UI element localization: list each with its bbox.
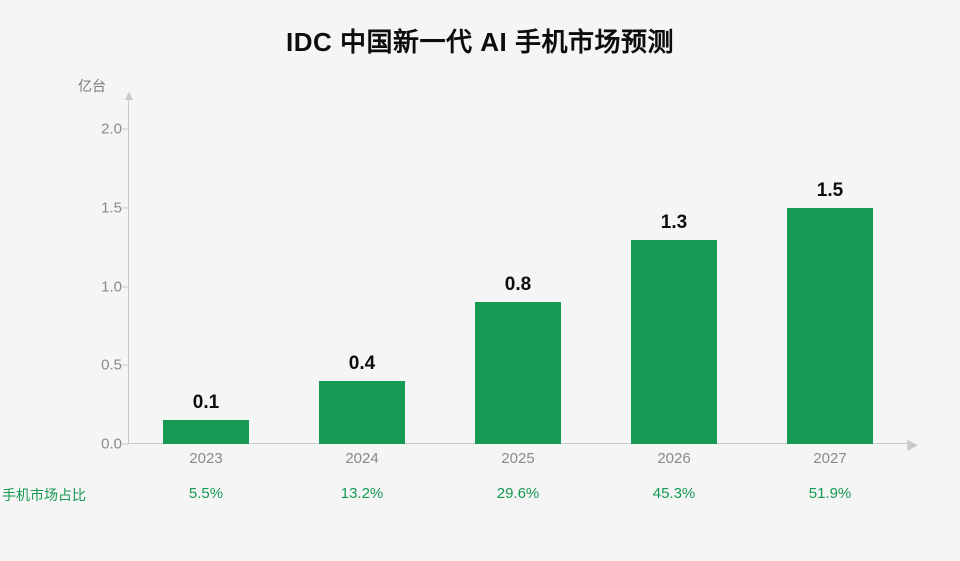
- y-tick-label: 0.5: [84, 357, 122, 374]
- chart-container: 亿台 ▲ ▶ 0.00.51.01.52.00.10.40.81.31.5 手机…: [72, 78, 922, 518]
- bar: 0.1: [163, 420, 249, 444]
- market-share-value: 45.3%: [653, 485, 696, 502]
- market-share-value: 51.9%: [809, 485, 852, 502]
- bar: 0.4: [319, 381, 405, 444]
- y-axis-line: [128, 98, 129, 444]
- plot-area: ▲ ▶ 0.00.51.01.52.00.10.40.81.31.5: [128, 98, 908, 444]
- x-category-label: 2026: [657, 450, 690, 467]
- y-tick-label: 1.5: [84, 200, 122, 217]
- chart-title: IDC 中国新一代 AI 手机市场预测: [0, 0, 960, 59]
- market-share-value: 5.5%: [189, 485, 223, 502]
- y-axis-arrow-icon: ▲: [122, 88, 136, 102]
- market-share-value: 13.2%: [341, 485, 384, 502]
- y-tick-mark: [122, 286, 128, 287]
- y-tick-mark: [122, 129, 128, 130]
- y-tick-mark: [122, 365, 128, 366]
- bar-value-label: 1.5: [817, 180, 843, 202]
- y-tick-mark: [122, 444, 128, 445]
- y-tick-label: 0.0: [84, 436, 122, 453]
- bar-value-label: 0.8: [505, 274, 531, 296]
- x-axis-arrow-icon: ▶: [907, 437, 918, 451]
- bar-value-label: 1.3: [661, 212, 687, 234]
- bar: 1.5: [787, 208, 873, 444]
- market-share-value: 29.6%: [497, 485, 540, 502]
- x-category-label: 2024: [345, 450, 378, 467]
- bar: 0.8: [475, 302, 561, 444]
- x-category-label: 2027: [813, 450, 846, 467]
- y-tick-label: 2.0: [84, 121, 122, 138]
- bar-value-label: 0.4: [349, 353, 375, 375]
- market-share-row-label: 手机市场占比: [2, 485, 86, 505]
- x-category-label: 2023: [189, 450, 222, 467]
- bar-value-label: 0.1: [193, 392, 219, 414]
- y-tick-mark: [122, 208, 128, 209]
- x-category-label: 2025: [501, 450, 534, 467]
- y-axis-unit-label: 亿台: [78, 76, 106, 96]
- y-tick-label: 1.0: [84, 278, 122, 295]
- bar: 1.3: [631, 240, 717, 444]
